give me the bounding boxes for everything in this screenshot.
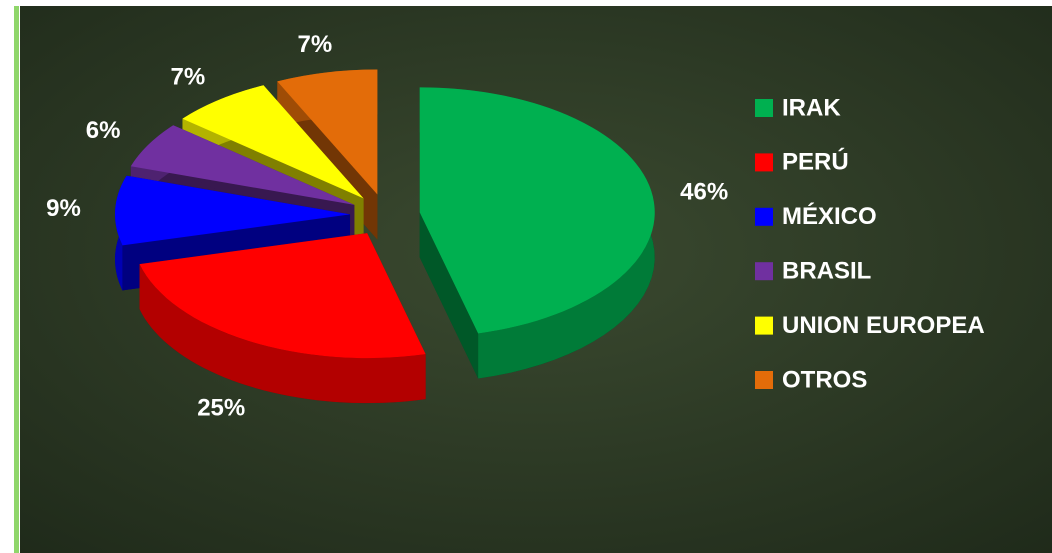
legend-swatch [755,262,773,281]
legend-swatch [755,371,773,389]
legend-label: UNION EUROPEA [782,312,985,339]
legend-label: IRAK [782,94,841,121]
value-label: 7% [170,63,205,90]
slice [182,85,364,199]
value-label: 25% [197,395,245,422]
value-label: 7% [297,31,332,58]
value-label: 6% [86,117,121,144]
legend-label: BRASIL [782,258,871,285]
pie: 46% 25% 9% 6% 7% 7% [46,31,728,422]
slice [277,69,378,195]
value-label: 9% [46,195,81,222]
legend-swatch [755,99,773,117]
border-line [14,6,19,553]
slice [139,233,426,359]
slice [130,125,355,205]
legend-label: MÉXICO [782,202,877,230]
legend: IRAK PERÚ MÉXICO BRASIL UNION EUROPEA OTROS [755,94,985,393]
legend-swatch [755,316,773,335]
slice-side [419,212,479,379]
legend-swatch [755,207,773,226]
legend-label: PERÚ [782,148,849,176]
slice-edge [139,264,426,404]
slice [419,87,655,334]
slice [115,175,351,246]
legend-swatch [755,153,773,172]
value-label: 46% [680,179,728,206]
legend-label: OTROS [782,366,867,393]
